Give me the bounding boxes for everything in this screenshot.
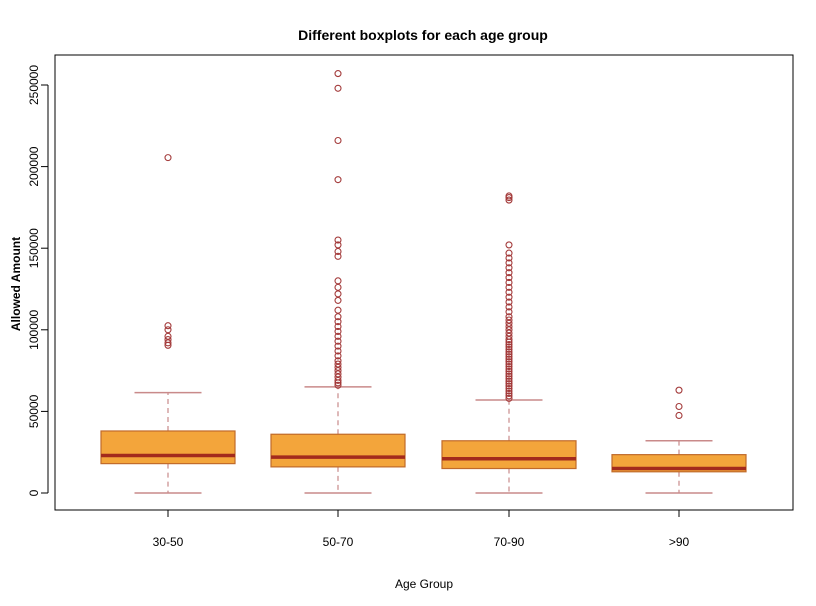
outlier-point bbox=[505, 375, 513, 383]
y-tick-label: 100000 bbox=[27, 309, 41, 349]
outlier-point bbox=[334, 318, 342, 326]
outlier-point bbox=[334, 360, 342, 368]
outlier-point bbox=[164, 326, 172, 334]
x-axis: 30-50 50-70 70-90 >90 bbox=[153, 510, 690, 549]
outlier-point bbox=[505, 249, 513, 257]
x-axis-label: Age Group bbox=[395, 577, 453, 591]
outlier-point bbox=[334, 277, 342, 285]
y-tick-label: 50000 bbox=[27, 394, 41, 428]
y-axis-label: Allowed Amount bbox=[9, 237, 23, 331]
outlier-point bbox=[505, 360, 513, 368]
outlier-point bbox=[505, 303, 513, 311]
outlier-point bbox=[505, 377, 513, 385]
outlier-point bbox=[334, 337, 342, 345]
outlier-point bbox=[505, 380, 513, 388]
outlier-point bbox=[334, 332, 342, 340]
x-tick-label: 30-50 bbox=[153, 535, 184, 549]
outlier-point bbox=[505, 259, 513, 267]
outlier-point bbox=[505, 269, 513, 277]
box-iqr bbox=[100, 430, 236, 465]
outlier-point bbox=[505, 283, 513, 291]
outlier-point bbox=[675, 386, 683, 394]
outlier-point bbox=[505, 362, 513, 371]
y-axis: 0 50000 100000 150000 200000 250000 bbox=[27, 65, 49, 496]
outlier-point bbox=[334, 381, 342, 389]
box-iqr bbox=[270, 433, 406, 468]
outlier-point bbox=[334, 322, 342, 331]
x-tick-label: 50-70 bbox=[323, 535, 354, 549]
outlier-point bbox=[505, 350, 513, 358]
y-tick-label: 150000 bbox=[27, 228, 41, 268]
outlier-point bbox=[505, 385, 513, 393]
outlier-point bbox=[334, 357, 342, 365]
outlier-point bbox=[164, 322, 172, 330]
outlier-point bbox=[505, 367, 513, 375]
outlier-point bbox=[675, 411, 683, 420]
outlier-point bbox=[505, 298, 513, 306]
outlier-point bbox=[334, 327, 342, 335]
box->90 bbox=[611, 386, 747, 494]
outlier-point bbox=[505, 345, 513, 353]
x-tick-label: 70-90 bbox=[494, 535, 525, 549]
box-70-90 bbox=[441, 192, 577, 494]
outlier-point bbox=[505, 358, 513, 366]
outlier-point bbox=[505, 293, 513, 301]
outlier-point bbox=[505, 348, 513, 356]
outlier-point bbox=[505, 394, 513, 402]
outlier-point bbox=[505, 353, 513, 361]
outlier-point bbox=[505, 355, 513, 363]
outlier-point bbox=[505, 274, 513, 282]
outlier-point bbox=[505, 241, 513, 249]
outlier-point bbox=[505, 343, 513, 351]
outlier-point bbox=[505, 370, 513, 378]
outlier-point bbox=[334, 236, 342, 244]
y-tick-label: 250000 bbox=[27, 65, 41, 105]
outlier-point bbox=[505, 392, 513, 400]
outlier-point bbox=[334, 342, 342, 350]
y-tick-label: 0 bbox=[27, 489, 41, 496]
outlier-point bbox=[334, 241, 342, 249]
box-iqr bbox=[441, 440, 577, 470]
outlier-point bbox=[334, 176, 342, 184]
outlier-point bbox=[334, 306, 342, 314]
outlier-point bbox=[505, 387, 513, 395]
outlier-point bbox=[505, 389, 513, 397]
outlier-point bbox=[334, 136, 342, 145]
outlier-point bbox=[334, 352, 342, 360]
outlier-point bbox=[505, 316, 513, 324]
plot-frame bbox=[54, 54, 794, 511]
outlier-point bbox=[334, 283, 342, 291]
outlier-point bbox=[505, 278, 513, 287]
box-50-70 bbox=[270, 70, 406, 494]
outlier-point bbox=[334, 84, 342, 92]
outlier-point bbox=[334, 290, 342, 298]
chart-title: Different boxplots for each age group bbox=[298, 27, 548, 43]
outlier-point bbox=[505, 264, 513, 272]
outlier-point bbox=[334, 347, 342, 355]
outlier-point bbox=[505, 313, 513, 321]
outlier-point bbox=[505, 365, 513, 373]
outlier-point bbox=[505, 254, 513, 262]
outlier-point bbox=[505, 340, 513, 349]
outlier-point bbox=[334, 70, 342, 78]
outlier-point bbox=[334, 296, 342, 304]
outlier-point bbox=[164, 154, 172, 162]
outlier-point bbox=[505, 288, 513, 296]
outlier-point bbox=[675, 402, 683, 411]
box-group bbox=[100, 70, 747, 494]
outlier-point bbox=[334, 252, 342, 260]
box-30-50 bbox=[100, 154, 236, 494]
outlier-point bbox=[505, 196, 513, 204]
outlier-point bbox=[505, 372, 513, 380]
outlier-point bbox=[505, 192, 513, 200]
outlier-point bbox=[164, 336, 172, 344]
outlier-point bbox=[505, 382, 513, 390]
x-tick-label: >90 bbox=[669, 535, 690, 549]
y-tick-label: 200000 bbox=[27, 146, 41, 186]
outlier-point bbox=[505, 308, 513, 316]
